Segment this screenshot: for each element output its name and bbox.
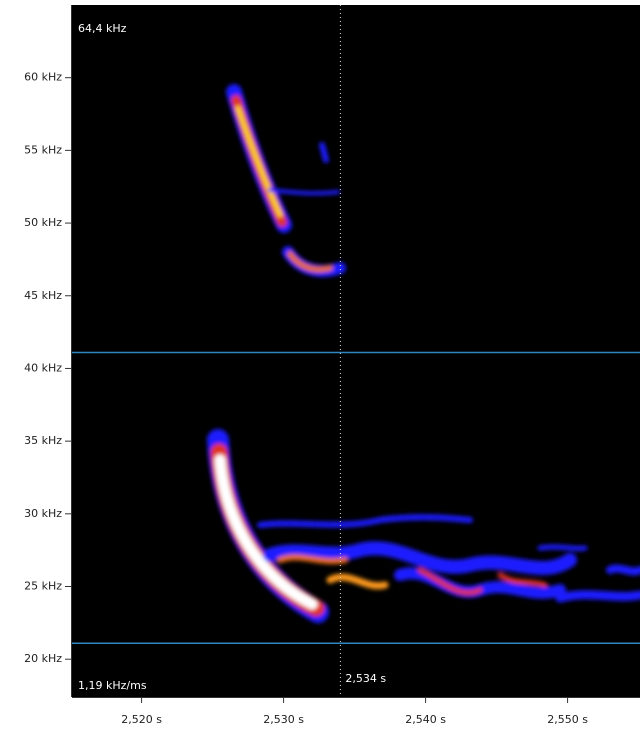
y-tick-label: 60 kHz <box>24 71 62 84</box>
x-tick-label: 2,540 s <box>405 713 446 726</box>
y-tick-label: 35 kHz <box>24 434 62 447</box>
y-tick-label: 55 kHz <box>24 143 62 156</box>
y-tick-label: 50 kHz <box>24 216 62 229</box>
x-tick-label: 2,550 s <box>547 713 588 726</box>
x-tick-label: 2,520 s <box>121 713 162 726</box>
y-tick-label: 20 kHz <box>24 652 62 665</box>
y-tick-label: 25 kHz <box>24 580 62 593</box>
x-tick-label: 2,530 s <box>263 713 304 726</box>
cursor-label: 2,534 s <box>345 672 386 685</box>
y-tick-label: 40 kHz <box>24 361 62 374</box>
slope-label: 1,19 kHz/ms <box>78 679 147 692</box>
spectrogram-energy <box>207 84 640 623</box>
y-tick-label: 30 kHz <box>24 507 62 520</box>
y-tick-label: 45 kHz <box>24 289 62 302</box>
top-frequency-label: 64,4 kHz <box>78 22 127 35</box>
